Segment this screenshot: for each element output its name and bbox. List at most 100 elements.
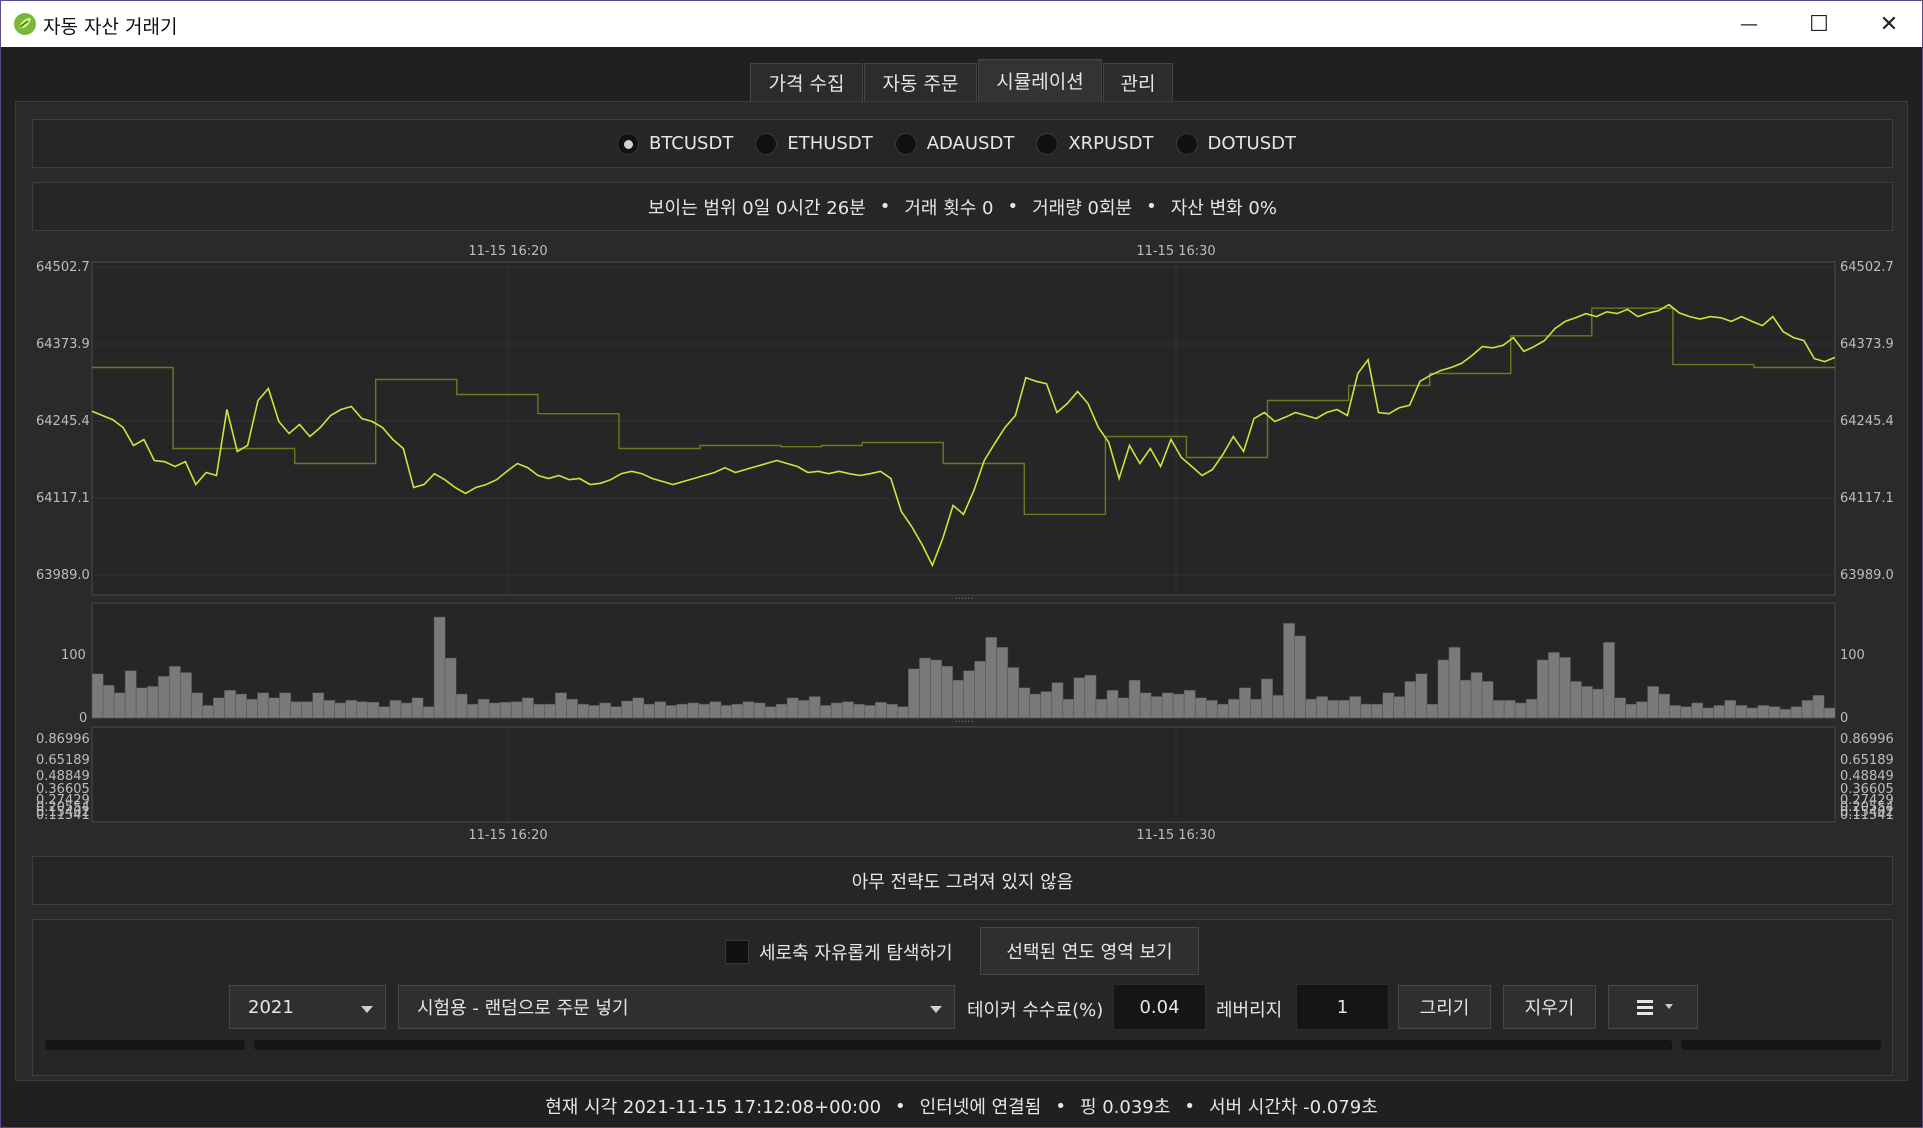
volume-bar <box>1779 708 1792 719</box>
indicator-y-tick-left: 0.65189 <box>36 753 90 768</box>
volume-bar <box>91 673 104 719</box>
volume-bar <box>510 701 523 719</box>
symbol-radio-ethusdt[interactable]: ETHUSDT <box>755 132 873 155</box>
indicator-y-tick-left: 0.15402 <box>36 805 90 820</box>
x-tick-label-bottom: 11-15 16:20 <box>468 828 547 843</box>
close-button[interactable]: ✕ <box>1854 1 1923 47</box>
maximize-button[interactable]: ☐ <box>1784 1 1854 47</box>
volume-bar <box>819 705 832 719</box>
indicator-y-tick-right: 0.86996 <box>1840 732 1894 747</box>
volume-bar <box>1040 691 1053 719</box>
symbol-radio-xrpusdt[interactable]: XRPUSDT <box>1036 132 1154 155</box>
volume-y-tick-right: 0 <box>1840 711 1848 726</box>
volume-bar <box>1183 689 1196 719</box>
volume-bar <box>113 692 126 719</box>
volume-bar <box>1294 635 1306 719</box>
free-y-axis-checkbox[interactable] <box>725 940 749 964</box>
volume-bar <box>246 698 258 719</box>
volume-bar <box>1658 693 1671 719</box>
chevron-down-icon <box>930 1006 942 1013</box>
volume-bar <box>1338 700 1351 719</box>
volume-bar <box>1581 686 1593 719</box>
indicator-y-tick-right: 0.15402 <box>1840 805 1894 820</box>
progress-bar-right <box>1681 1040 1881 1050</box>
volume-bar <box>1194 697 1207 719</box>
volume-bar <box>1647 686 1660 719</box>
tab-simulation[interactable]: 시뮬레이션 <box>978 59 1102 101</box>
clear-button[interactable]: 지우기 <box>1503 985 1596 1029</box>
volume-bar <box>433 616 446 719</box>
volume-bar <box>168 665 181 719</box>
charts-area[interactable]: 11-15 16:20 11-15 16:30 64502.7 64502.7 6437… <box>1 1 1922 851</box>
price-plot-frame <box>91 261 1836 596</box>
year-select[interactable]: 2021 <box>229 985 386 1029</box>
leverage-label: 레버리지 <box>1216 1000 1283 1021</box>
menu-button[interactable] <box>1608 985 1698 1029</box>
volume-bar <box>1592 688 1604 719</box>
symbol-radio-btcusdt[interactable]: BTCUSDT <box>617 132 733 155</box>
volume-bar <box>1404 681 1417 719</box>
view-year-range-button[interactable]: 선택된 연도 영역 보기 <box>980 927 1199 975</box>
asset-change: 자산 변화 0% <box>1170 197 1277 219</box>
volume-bar <box>1470 672 1483 719</box>
volume-bar <box>985 636 998 719</box>
symbol-label: DOTUSDT <box>1207 133 1296 154</box>
draw-button[interactable]: 그리기 <box>1398 985 1491 1029</box>
separator-dot: • <box>879 196 891 217</box>
volume-bar <box>908 668 920 719</box>
volume-bar <box>334 702 347 719</box>
tab-price-collection[interactable]: 가격 수집 <box>750 63 863 101</box>
volume-bar <box>1062 698 1075 719</box>
minimize-button[interactable]: — <box>1714 1 1784 47</box>
volume-bar <box>1393 696 1406 719</box>
volume-bar <box>841 701 854 719</box>
volume-bar <box>687 702 700 719</box>
taker-fee-input[interactable]: 0.04 <box>1113 984 1206 1030</box>
volume-bar <box>1481 681 1494 719</box>
volume-bar <box>1128 679 1141 719</box>
tab-management[interactable]: 관리 <box>1103 63 1173 101</box>
leaf-logo-icon <box>14 13 36 35</box>
volume-bar <box>544 703 556 719</box>
volume-bar <box>952 679 965 719</box>
volume-bar <box>1514 702 1527 719</box>
volume-bar <box>1161 692 1174 719</box>
volume-bar <box>1437 659 1450 719</box>
volume-bar <box>1216 703 1229 719</box>
price-y-tick-left: 64373.9 <box>36 337 90 352</box>
volume-bar <box>1636 701 1648 719</box>
volume-bar <box>1614 697 1626 719</box>
indicator-y-tick-left: 0.11541 <box>36 808 90 823</box>
volume-bar <box>1139 692 1152 719</box>
indicator-y-tick-right: 0.11541 <box>1840 808 1894 823</box>
volume-bar <box>1680 706 1693 719</box>
splitter-handle-icon: ······ <box>954 717 973 728</box>
title-bar[interactable]: 자동 자산 거래기 — ☐ ✕ <box>1 1 1922 47</box>
volume-bar <box>312 692 325 719</box>
trade-volume: 거래량 0회분 <box>1032 197 1133 219</box>
indicator-y-tick-right: 0.20554 <box>1840 800 1894 815</box>
volume-bar <box>566 698 578 719</box>
simulation-summary: 보이는 범위 0일 0시간 26분 • 거래 횟수 0 • 거래량 0회분 • … <box>32 182 1893 231</box>
price-y-tick-left: 64502.7 <box>36 260 90 275</box>
volume-bar <box>621 700 634 719</box>
volume-bar <box>588 705 600 719</box>
symbol-radio-adausdt[interactable]: ADAUSDT <box>894 132 1014 155</box>
volume-bar <box>1150 696 1163 719</box>
current-time: 현재 시각 2021-11-15 17:12:08+00:00 <box>545 1097 882 1118</box>
volume-bar <box>1349 696 1362 719</box>
leverage-input[interactable]: 1 <box>1296 984 1389 1030</box>
volume-bar <box>235 693 247 719</box>
volume-bar <box>930 659 942 719</box>
radio-unselected-icon <box>755 132 778 155</box>
volume-bar <box>1525 698 1538 719</box>
strategy-select[interactable]: 시험용 - 랜덤으로 주문 넣기 <box>398 985 955 1029</box>
indicator-y-tick-left: 0.48849 <box>36 769 90 784</box>
price-y-tick-right: 64502.7 <box>1840 260 1894 275</box>
symbol-radio-dotusdt[interactable]: DOTUSDT <box>1175 132 1296 155</box>
radio-selected-icon <box>617 132 640 155</box>
price-y-tick-right: 64245.4 <box>1840 414 1894 429</box>
tab-auto-order[interactable]: 자동 주문 <box>864 63 977 101</box>
volume-bar <box>202 705 214 719</box>
